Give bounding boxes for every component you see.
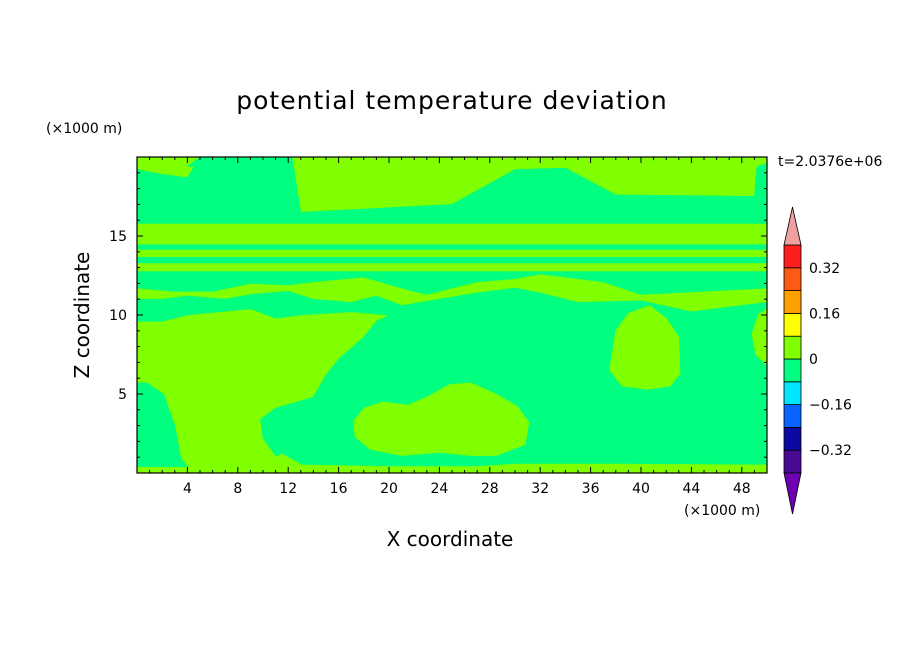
time-label: t=2.0376e+06 xyxy=(778,154,883,170)
colorbar-tick-label: 0.16 xyxy=(809,306,840,322)
colorbar-over-triangle xyxy=(783,206,802,246)
contour-field xyxy=(137,157,767,473)
x-tick-label: 48 xyxy=(733,481,751,497)
colorbar-segment xyxy=(783,449,802,474)
x-unit-label: (×1000 m) xyxy=(684,503,761,519)
x-tick-label: 16 xyxy=(330,481,348,497)
contour-region xyxy=(137,271,767,295)
contour-region xyxy=(353,382,530,456)
colorbar-segment xyxy=(783,381,802,405)
x-tick-label: 8 xyxy=(233,481,242,497)
y-unit-label: (×1000 m) xyxy=(46,121,123,137)
x-tick-label: 28 xyxy=(481,481,499,497)
x-tick-label: 40 xyxy=(632,481,650,497)
colorbar-segment xyxy=(783,290,802,314)
contour-region xyxy=(262,453,301,465)
x-axis-label: X coordinate xyxy=(386,527,514,551)
colorbar-under-triangle xyxy=(783,472,802,515)
x-tick-label: 36 xyxy=(582,481,600,497)
colorbar: 0.32 0.16 0 −0.16 −0.32 xyxy=(783,206,852,515)
colorbar-segment xyxy=(783,335,802,360)
colorbar-tick-label: 0.32 xyxy=(809,261,840,277)
x-tick-label: 4 xyxy=(183,481,192,497)
colorbar-segment xyxy=(783,426,802,451)
x-tick-label: 32 xyxy=(531,481,549,497)
contour-region xyxy=(186,157,293,167)
x-tick-label: 44 xyxy=(682,481,700,497)
colorbar-segment xyxy=(783,358,802,383)
contour-region xyxy=(137,244,767,250)
chart-title: potential temperature deviation xyxy=(236,86,668,115)
y-tick-label: 10 xyxy=(109,308,127,324)
colorbar-segment xyxy=(783,404,802,428)
colorbar-tick-label: 0 xyxy=(809,352,818,368)
colorbar-tick-label: −0.16 xyxy=(809,398,852,414)
x-tick-label: 24 xyxy=(430,481,448,497)
contour-region xyxy=(137,382,189,468)
y-tick-label: 15 xyxy=(109,229,127,245)
contour-region xyxy=(751,308,767,367)
colorbar-segment xyxy=(783,267,802,291)
colorbar-segment xyxy=(783,312,802,337)
x-tick-label: 12 xyxy=(279,481,297,497)
contour-region xyxy=(137,287,767,467)
y-tick-label: 5 xyxy=(118,387,127,403)
colorbar-tick-label: −0.32 xyxy=(809,443,852,459)
contour-region xyxy=(137,256,767,264)
x-tick-label: 20 xyxy=(380,481,398,497)
contour-region xyxy=(609,305,681,390)
contour-region xyxy=(754,162,767,202)
colorbar-segment xyxy=(783,244,802,269)
contour-region xyxy=(137,157,767,224)
